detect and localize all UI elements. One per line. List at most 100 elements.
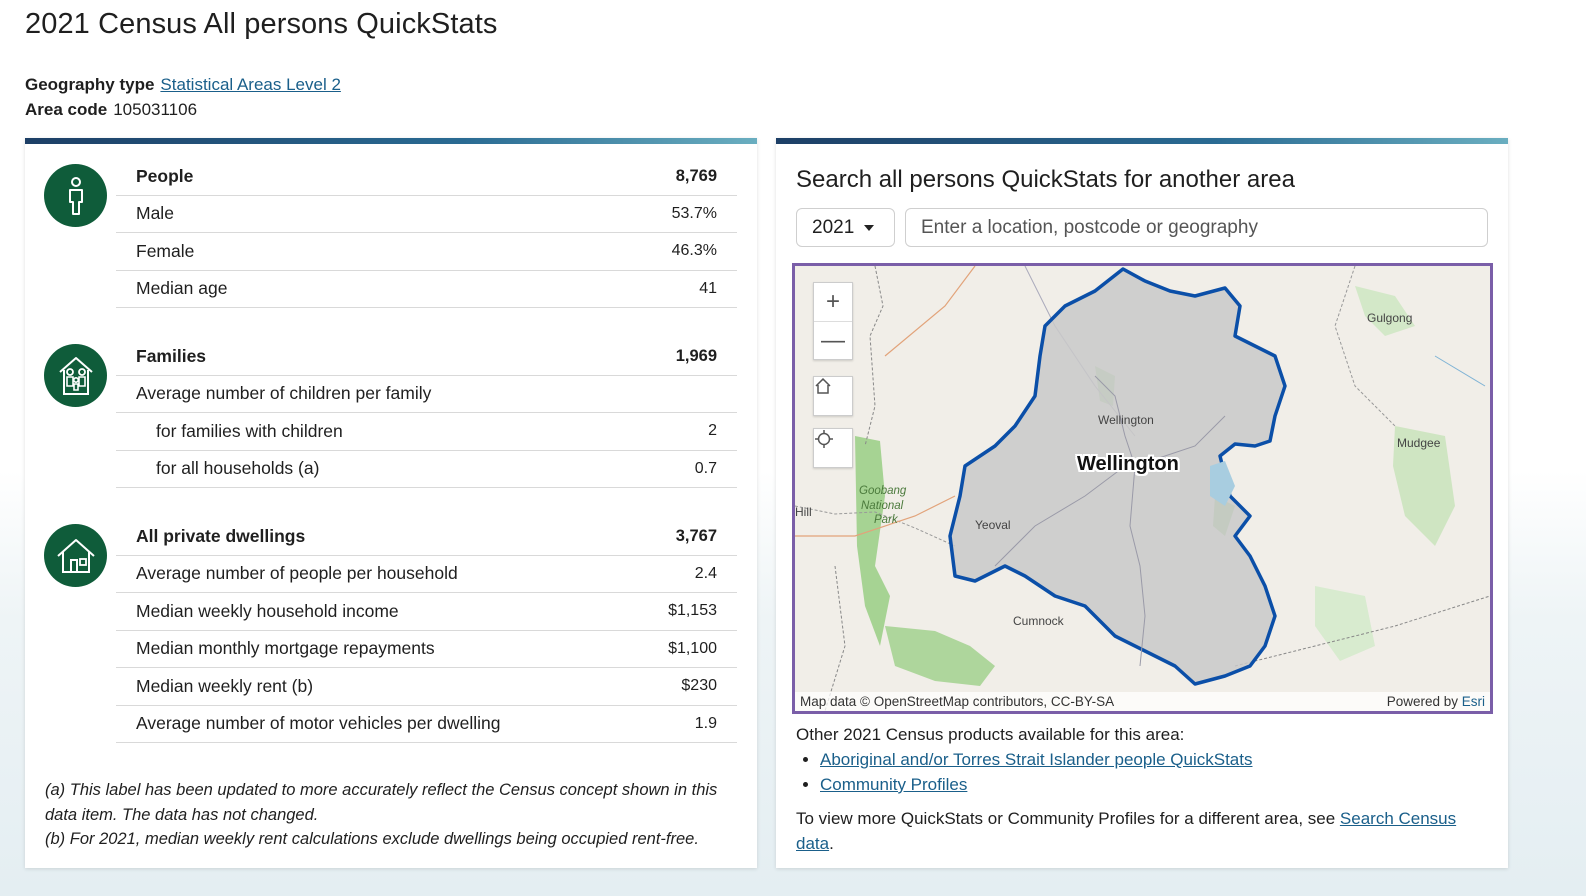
table-row: People 8,769 <box>116 158 737 196</box>
table-row: Median monthly mortgage repayments $1,10… <box>116 631 737 668</box>
zoom-controls: + — <box>813 282 853 360</box>
page-title: 2021 Census All persons QuickStats <box>25 8 498 40</box>
map-label-park-3: Park <box>874 514 898 526</box>
table-row: Female 46.3% <box>116 233 737 271</box>
row-value: 53.7% <box>671 204 717 222</box>
table-row: Average number of children per family <box>116 376 737 413</box>
map-label-gulgong: Gulgong <box>1367 311 1413 325</box>
table-row: for all households (a) 0.7 <box>116 451 737 488</box>
stats-card: People 8,769 Male 53.7% Female 46.3% Med… <box>25 138 757 868</box>
row-value: $230 <box>681 677 717 695</box>
table-row: Average number of people per household 2… <box>116 556 737 593</box>
row-label: Average number of children per family <box>136 383 432 404</box>
park-area <box>855 436 890 646</box>
table-row: Median weekly household income $1,153 <box>116 593 737 631</box>
row-label: Male <box>136 203 174 224</box>
year-select[interactable]: 2021 <box>796 208 895 247</box>
region-boundary <box>948 267 1287 686</box>
table-row: Male 53.7% <box>116 196 737 233</box>
zoom-in-button[interactable]: + <box>825 288 840 315</box>
map-label-hill: Hill <box>795 505 812 519</box>
search-card: Search all persons QuickStats for anothe… <box>776 138 1508 868</box>
footnote-a: (a) This label has been updated to more … <box>45 781 718 824</box>
row-label: Median weekly rent (b) <box>136 675 314 696</box>
row-value: 2 <box>708 422 717 440</box>
row-label: Average number of people per household <box>136 563 458 584</box>
area-meta: Geography type Statistical Areas Level 2 … <box>25 72 341 122</box>
people-rows: People 8,769 Male 53.7% Female 46.3% Med… <box>116 158 737 308</box>
table-row: Families 1,969 <box>116 338 737 376</box>
map-label-yeoval: Yeoval <box>975 518 1011 532</box>
map-label-mudgee: Mudgee <box>1397 436 1441 450</box>
map-label-area: Wellington <box>1077 453 1179 475</box>
footnote-b: (b) For 2021, median weekly rent calcula… <box>45 830 699 848</box>
crosshair-icon <box>814 429 852 467</box>
area-code-value: 105031106 <box>113 100 198 119</box>
row-label: for families with children <box>156 420 343 441</box>
community-profiles-link[interactable]: Community Profiles <box>820 775 968 794</box>
powered-by-label: Powered by <box>1386 694 1458 709</box>
more-info-label: To view more QuickStats or Community Pro… <box>796 809 1340 828</box>
families-total: 1,969 <box>675 346 717 365</box>
table-row: All private dwellings 3,767 <box>116 518 737 556</box>
search-census-data-link[interactable]: Search Census data <box>796 809 1457 853</box>
map-view[interactable]: + — Gulgong Mudgee Wellington Wellington… <box>792 263 1493 714</box>
row-value: 41 <box>699 279 717 297</box>
map-label-town: Wellington <box>1098 413 1154 427</box>
families-rows: Families 1,969 Average number of childre… <box>116 338 737 488</box>
family-icon <box>44 344 107 407</box>
zoom-out-button[interactable]: — <box>814 321 852 359</box>
table-row: Average number of motor vehicles per dwe… <box>116 706 737 743</box>
locate-button[interactable] <box>813 428 853 468</box>
geography-type-label: Geography type <box>25 75 155 94</box>
powered-by: Powered by Esri <box>1387 694 1485 709</box>
home-icon <box>814 377 852 415</box>
search-title: Search all persons QuickStats for anothe… <box>796 166 1295 193</box>
area-code-label: Area code <box>25 100 108 119</box>
footnotes: (a) This label has been updated to more … <box>45 778 745 852</box>
row-value: 1.9 <box>694 714 717 732</box>
esri-link[interactable]: Esri <box>1461 694 1485 709</box>
other-products-intro: Other 2021 Census products available for… <box>796 725 1185 744</box>
home-button[interactable] <box>813 376 853 416</box>
row-value: $1,153 <box>668 602 717 620</box>
map-label-park-2: National <box>861 500 904 512</box>
row-value: $1,100 <box>668 639 717 657</box>
house-icon <box>44 524 107 587</box>
geography-type-link[interactable]: Statistical Areas Level 2 <box>160 75 341 94</box>
map-canvas <box>795 266 1490 711</box>
row-value: 2.4 <box>694 564 717 582</box>
atsi-quickstats-link[interactable]: Aboriginal and/or Torres Strait Islander… <box>820 750 1253 769</box>
row-value: 46.3% <box>671 242 717 260</box>
other-products: Other 2021 Census products available for… <box>796 722 1486 856</box>
more-info-text: To view more QuickStats or Community Pro… <box>796 806 1486 856</box>
list-item: Aboriginal and/or Torres Strait Islander… <box>820 747 1486 772</box>
row-label: for all households (a) <box>156 458 320 479</box>
dwellings-total: 3,767 <box>675 526 717 545</box>
sentence-end: . <box>829 834 834 853</box>
table-row: Median weekly rent (b) $230 <box>116 668 737 706</box>
map-label-cumnock: Cumnock <box>1013 614 1064 628</box>
people-heading: People <box>136 165 194 186</box>
dwellings-rows: All private dwellings 3,767 Average numb… <box>116 518 737 743</box>
row-label: Median weekly household income <box>136 600 399 621</box>
dwellings-heading: All private dwellings <box>136 525 306 546</box>
year-value: 2021 <box>812 216 855 238</box>
list-item: Community Profiles <box>820 772 1486 797</box>
row-label: Median monthly mortgage repayments <box>136 638 435 659</box>
row-label: Female <box>136 240 195 261</box>
caret-down-icon <box>864 224 875 231</box>
row-label: Median age <box>136 278 228 299</box>
people-total: 8,769 <box>675 166 717 185</box>
map-label-park-1: Goobang <box>859 485 907 497</box>
table-row: for families with children 2 <box>116 413 737 451</box>
row-value: 0.7 <box>694 459 717 477</box>
map-attribution: Map data © OpenStreetMap contributors, C… <box>795 692 1490 711</box>
row-label: Average number of motor vehicles per dwe… <box>136 713 501 734</box>
attribution-text: Map data © OpenStreetMap contributors, C… <box>800 694 1115 709</box>
person-icon <box>44 164 107 227</box>
table-row: Median age 41 <box>116 271 737 308</box>
other-products-list: Aboriginal and/or Torres Strait Islander… <box>796 747 1486 797</box>
location-search-input[interactable] <box>905 208 1488 247</box>
families-heading: Families <box>136 345 207 366</box>
